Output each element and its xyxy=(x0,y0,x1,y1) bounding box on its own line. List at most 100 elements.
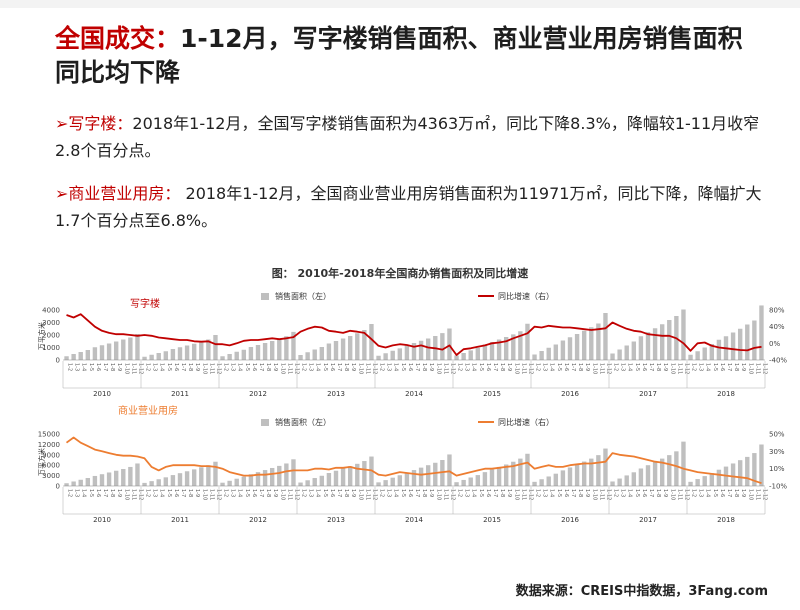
sales-bar xyxy=(241,476,247,486)
month-tick-label: 1-6 xyxy=(407,489,413,497)
sales-bar xyxy=(220,482,225,486)
month-tick-label: 1-4 xyxy=(315,489,321,497)
month-tick-label: 1-9 xyxy=(428,489,434,497)
year-label: 2011 xyxy=(171,390,189,398)
month-tick-label: 1-8 xyxy=(187,489,193,497)
month-tick-label: 1-2 xyxy=(145,489,151,497)
sales-bar xyxy=(248,474,254,486)
month-tick-label: 1-3 xyxy=(698,363,704,371)
year-label: 2010 xyxy=(93,516,111,524)
sales-bar xyxy=(716,339,722,360)
sales-bar xyxy=(489,469,495,486)
title-highlight: 全国成交： xyxy=(55,24,181,53)
month-tick-label: 1-7 xyxy=(570,489,576,497)
month-tick-label: 1-5 xyxy=(556,363,562,371)
sales-bar xyxy=(745,324,750,360)
month-tick-label: 1-7 xyxy=(570,363,576,371)
legend-bar-label: 销售面积（左） xyxy=(275,291,331,301)
year-label: 2014 xyxy=(405,390,423,398)
sales-bar xyxy=(688,354,693,360)
sales-bar xyxy=(503,337,509,360)
sales-bar xyxy=(241,349,247,360)
sales-bar xyxy=(702,476,707,486)
sales-bar xyxy=(376,482,381,486)
month-tick-label: 1-4 xyxy=(237,363,243,371)
sales-bar xyxy=(135,334,140,360)
month-tick-label: 1-5 xyxy=(478,363,484,371)
y-axis-label: 万平方米 xyxy=(37,322,46,350)
month-tick-label: 1-5 xyxy=(322,363,328,371)
month-tick-label: 1-10 xyxy=(669,363,675,374)
month-tick-label: 1-9 xyxy=(740,363,746,371)
month-tick-label: 1-3 xyxy=(74,489,80,497)
sales-bar xyxy=(92,475,98,486)
month-tick-label: 1-10 xyxy=(435,489,441,500)
sales-bar xyxy=(383,480,388,486)
left-tick-label: 4000 xyxy=(42,307,60,315)
month-tick-label: 1-3 xyxy=(620,363,626,371)
paragraph-commercial-head: 商业营业用房： xyxy=(68,184,181,203)
sales-bar xyxy=(546,476,551,486)
month-tick-label: 1-9 xyxy=(428,363,434,371)
month-tick-label: 1-12 xyxy=(683,363,689,374)
month-tick-label: 1-12 xyxy=(449,489,455,500)
month-tick-label: 1-7 xyxy=(102,363,108,371)
sales-bar xyxy=(397,348,403,360)
right-tick-label: 80% xyxy=(769,307,785,315)
sales-bar xyxy=(454,482,459,486)
sales-bar xyxy=(284,463,289,486)
sales-bar xyxy=(610,481,615,486)
month-tick-label: 1-10 xyxy=(201,363,207,374)
chart-subtitle: 商业营业用房 xyxy=(118,404,178,417)
sales-bar xyxy=(433,462,438,486)
sales-bar xyxy=(298,355,303,360)
left-tick-label: 3000 xyxy=(42,319,60,327)
office-sales-chart: 写字楼 销售面积（左） 同比增速（右） 万平方米 0 1000 2000 3000 4000 -4… xyxy=(37,291,787,398)
sales-bar xyxy=(206,339,211,360)
sales-bar xyxy=(106,343,112,360)
month-tick-label: 1-5 xyxy=(400,363,406,371)
month-tick-label: 1-5 xyxy=(478,489,484,497)
paragraph-commercial: ➢商业营业用房： 2018年1-12月，全国商业营业用房销售面积为11971万㎡… xyxy=(55,180,775,234)
sales-bar xyxy=(347,466,353,486)
left-tick-label: 3000 xyxy=(42,472,60,480)
month-tick-label: 1-7 xyxy=(258,489,264,497)
sales-bar xyxy=(695,479,700,486)
month-tick-label: 1-3 xyxy=(542,489,548,497)
month-tick-label: 1-6 xyxy=(485,363,491,371)
sales-bar xyxy=(553,473,559,486)
sales-bar xyxy=(319,347,325,360)
sales-bar xyxy=(695,351,700,360)
top-bar xyxy=(0,0,800,8)
sales-bar xyxy=(638,336,644,360)
y-axis-label: 万平方米 xyxy=(37,448,46,476)
month-tick-label: 1-12 xyxy=(527,489,533,500)
growth-line xyxy=(66,313,762,356)
month-tick-label: 1-6 xyxy=(719,363,725,371)
year-label: 2013 xyxy=(327,390,345,398)
sales-bar xyxy=(511,461,516,486)
month-tick-label: 1-8 xyxy=(655,363,661,371)
sales-bar xyxy=(156,353,161,360)
sales-bar xyxy=(291,459,296,486)
month-tick-label: 1-10 xyxy=(513,489,519,500)
sales-bar xyxy=(170,475,176,486)
month-tick-label: 1-6 xyxy=(95,489,101,497)
month-tick-label: 1-5 xyxy=(634,489,640,497)
right-tick-label: 0% xyxy=(769,340,780,348)
sales-bar xyxy=(525,323,530,360)
month-tick-label: 1-2 xyxy=(613,489,619,497)
month-tick-label: 1-12 xyxy=(371,363,377,374)
month-tick-label: 1-10 xyxy=(201,489,207,500)
month-tick-label: 1-4 xyxy=(705,489,711,497)
month-tick-label: 1-12 xyxy=(137,489,143,500)
sales-bar xyxy=(702,347,707,360)
sales-bar xyxy=(213,461,218,486)
sales-bar xyxy=(199,341,204,360)
sales-bar xyxy=(752,453,757,486)
sales-bar xyxy=(142,482,147,486)
month-tick-label: 1-3 xyxy=(230,363,236,371)
sales-bar xyxy=(425,338,431,360)
sales-bar xyxy=(234,478,239,486)
month-tick-label: 1-7 xyxy=(726,489,732,497)
